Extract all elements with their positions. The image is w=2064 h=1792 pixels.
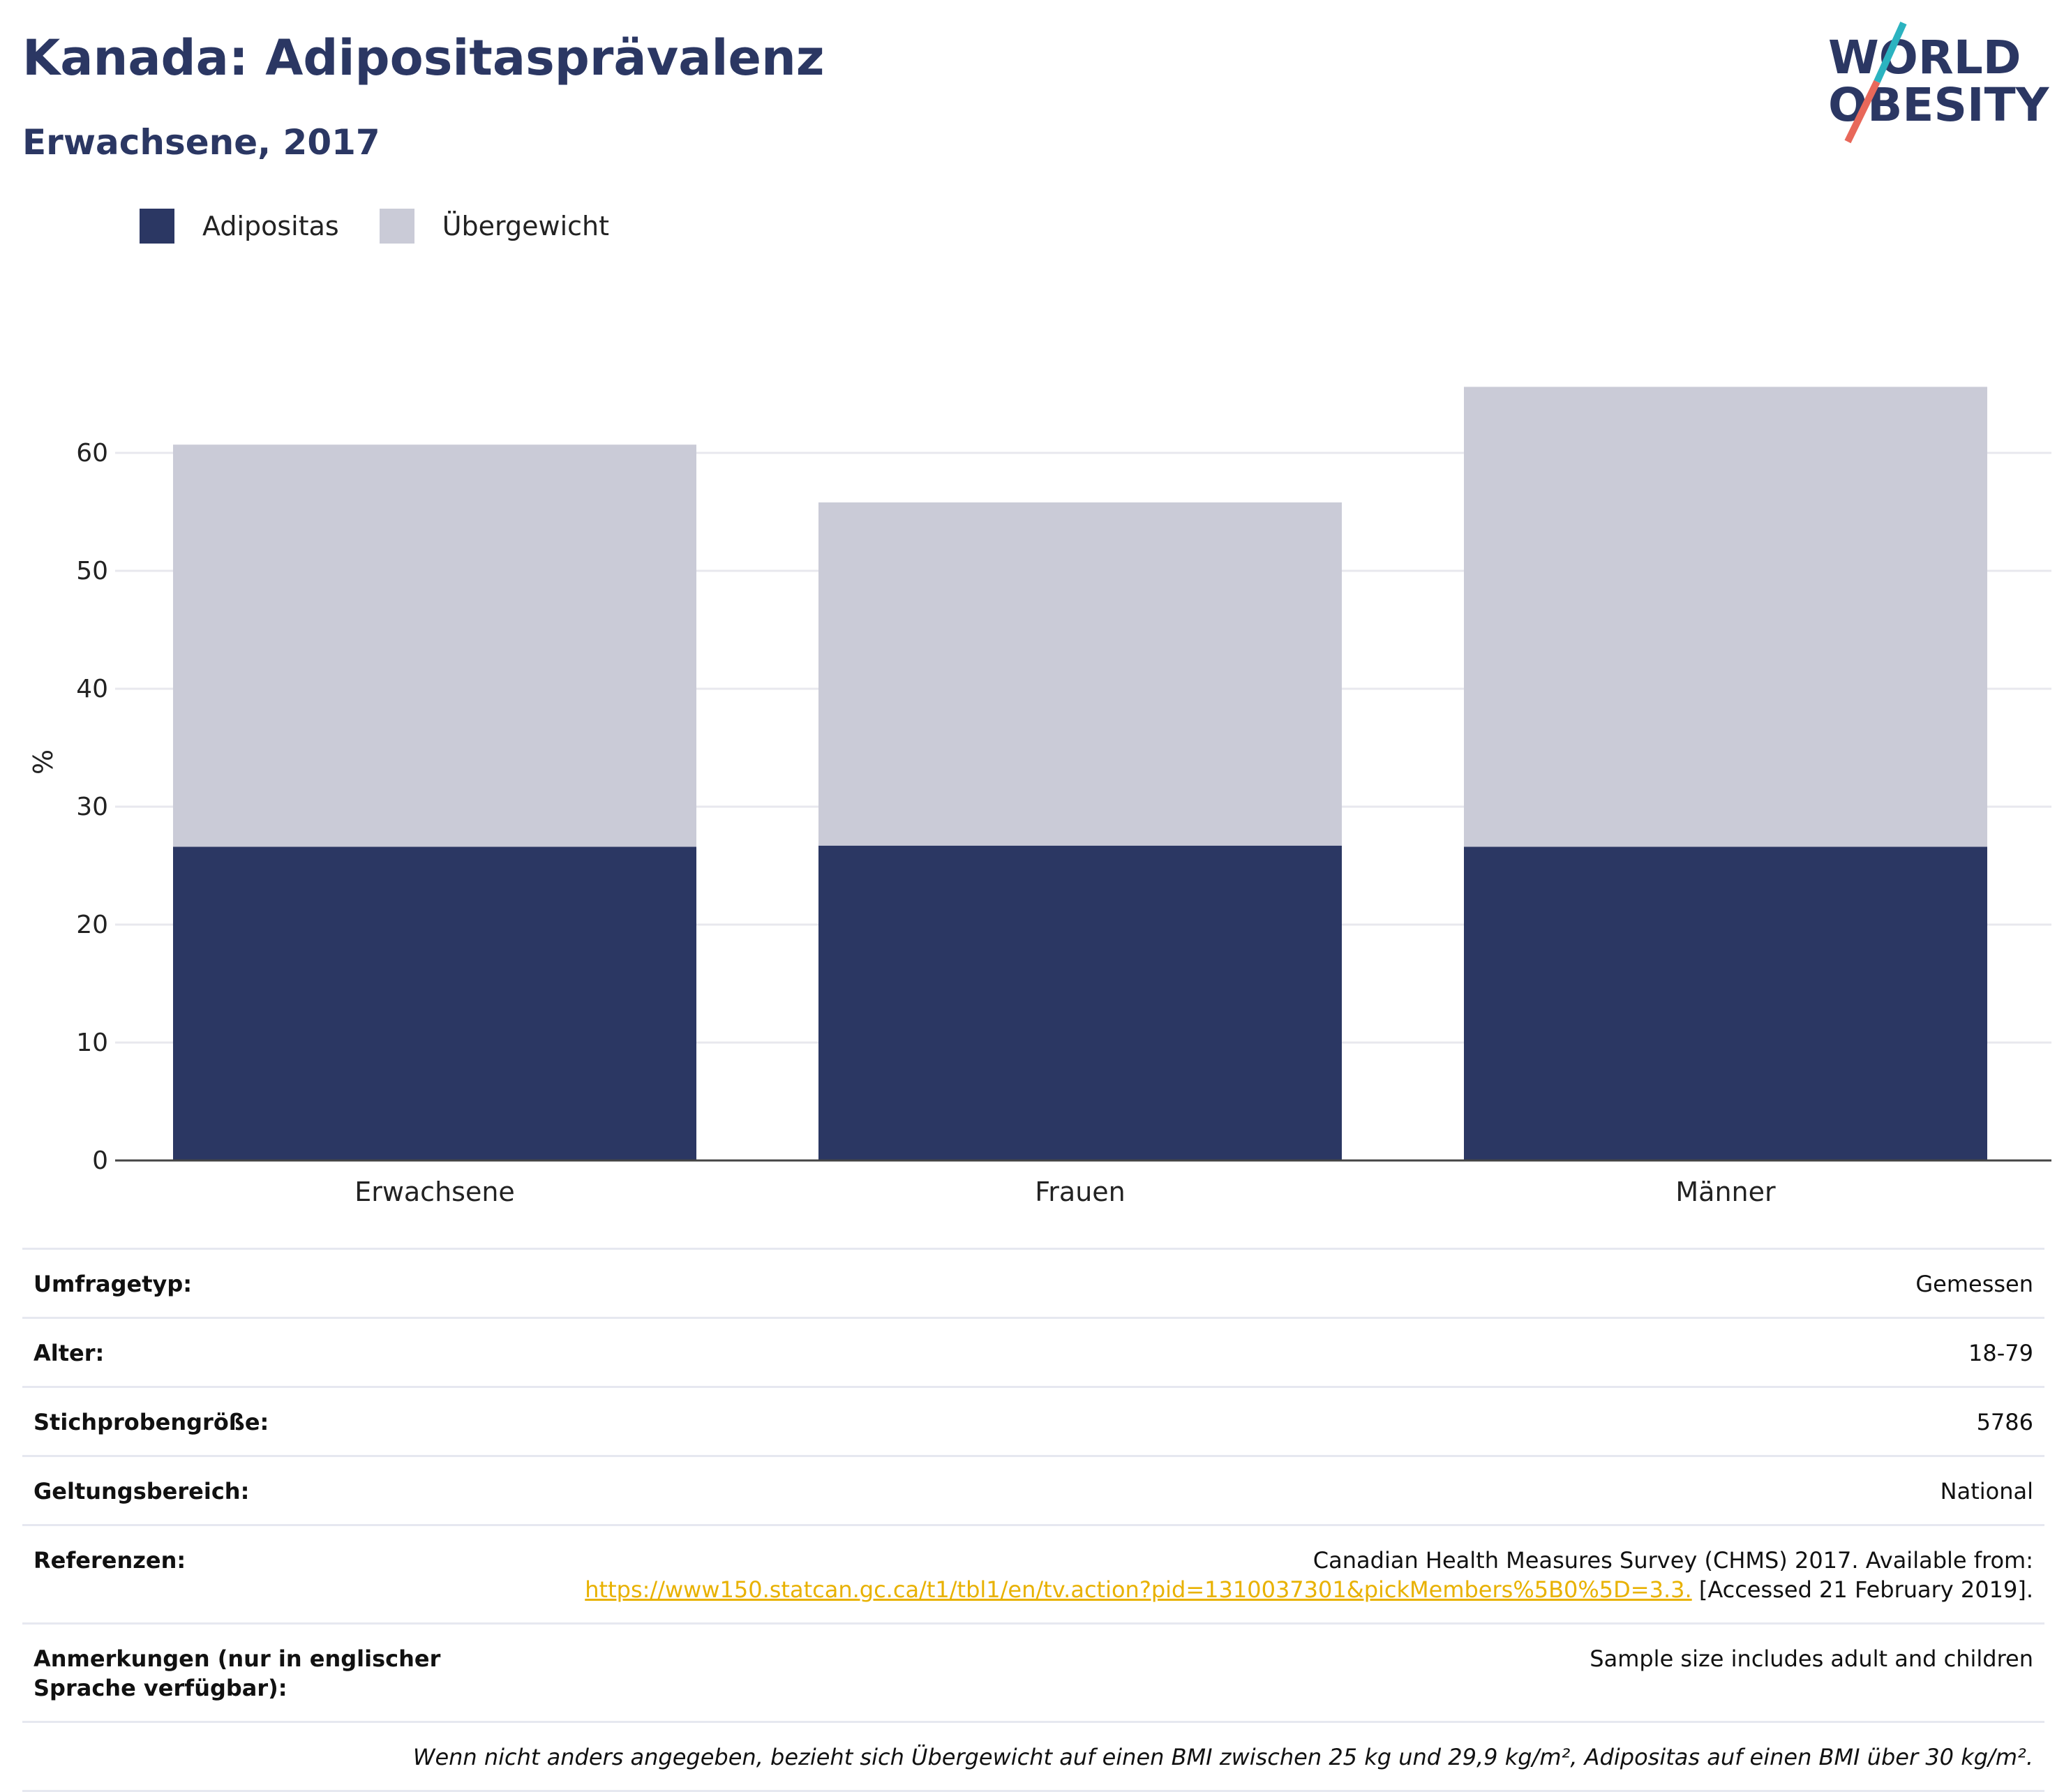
bar-adipositas-1 bbox=[818, 845, 1342, 1160]
legend-swatch-uebergewicht bbox=[379, 209, 414, 244]
stacked-bar-chart: 0 10 20 30 40 50 60 Erwachsene Frauen Männer % bbox=[28, 387, 2051, 1207]
info-row-scope: Geltungsbereich: National bbox=[22, 1455, 2044, 1525]
survey-type-value: Gemessen bbox=[533, 1248, 2044, 1318]
sample-size-value: 5786 bbox=[533, 1386, 2044, 1456]
y-axis-label: % bbox=[28, 749, 59, 775]
info-row-age: Alter: 18-79 bbox=[22, 1317, 2044, 1387]
survey-info-table: Umfragetyp: Gemessen Alter: 18-79 Stichp… bbox=[22, 1248, 2044, 1792]
bar-adipositas-2 bbox=[1464, 846, 1987, 1160]
bar-uebergewicht-2 bbox=[1464, 387, 1987, 847]
footnote: Wenn nicht anders angegeben, bezieht sic… bbox=[22, 1721, 2044, 1792]
y-tick-label-10: 10 bbox=[76, 1029, 108, 1057]
page-subtitle: Erwachsene, 2017 bbox=[22, 122, 380, 163]
info-row-notes: Anmerkungen (nur in englischer Sprache v… bbox=[22, 1622, 2044, 1722]
bar-layer bbox=[173, 387, 1987, 1160]
info-row-references: Referenzen: Canadian Health Measures Sur… bbox=[22, 1524, 2044, 1624]
age-label: Alter: bbox=[22, 1317, 533, 1387]
info-row-survey-type: Umfragetyp: Gemessen bbox=[22, 1248, 2044, 1318]
page-title: Kanada: Adipositasprävalenz bbox=[22, 29, 825, 87]
scope-label: Geltungsbereich: bbox=[22, 1455, 533, 1525]
world-obesity-logo: WORLD OBESITY bbox=[1828, 21, 2050, 144]
scope-value: National bbox=[533, 1455, 2044, 1525]
notes-label: Anmerkungen (nur in englischer Sprache v… bbox=[22, 1622, 533, 1722]
legend-item-adipositas[interactable]: Adipositas bbox=[140, 209, 339, 244]
logo-line2: OBESITY bbox=[1828, 78, 2050, 132]
y-tick-label-20: 20 bbox=[76, 911, 108, 939]
references-accessed: [Accessed 21 February 2019]. bbox=[1691, 1576, 2033, 1603]
y-tick-label-50: 50 bbox=[76, 557, 108, 585]
logo-slash-top bbox=[1874, 21, 1907, 84]
legend-swatch-adipositas bbox=[140, 209, 174, 244]
legend-label-uebergewicht: Übergewicht bbox=[442, 211, 609, 241]
x-tick-label-2: Männer bbox=[1675, 1177, 1776, 1207]
sample-size-label: Stichprobengröße: bbox=[22, 1386, 533, 1456]
references-label: Referenzen: bbox=[22, 1524, 533, 1624]
logo-slash-bottom bbox=[1844, 80, 1880, 144]
axis-layer: 0 10 20 30 40 50 60 Erwachsene Frauen Männer bbox=[76, 439, 2051, 1207]
x-tick-label-0: Erwachsene bbox=[354, 1177, 515, 1207]
info-row-sample-size: Stichprobengröße: 5786 bbox=[22, 1386, 2044, 1456]
y-tick-label-40: 40 bbox=[76, 675, 108, 703]
x-tick-label-1: Frauen bbox=[1035, 1177, 1126, 1207]
y-tick-label-0: 0 bbox=[92, 1147, 108, 1175]
legend-item-uebergewicht[interactable]: Übergewicht bbox=[379, 209, 609, 244]
y-tick-label-30: 30 bbox=[76, 793, 108, 821]
info-row-footnote: Wenn nicht anders angegeben, bezieht sic… bbox=[22, 1721, 2044, 1792]
age-value: 18-79 bbox=[533, 1317, 2044, 1387]
chart-legend: Adipositas Übergewicht bbox=[140, 207, 650, 246]
references-text: Canadian Health Measures Survey (CHMS) 2… bbox=[1313, 1547, 2033, 1574]
notes-value: Sample size includes adult and children bbox=[533, 1622, 2044, 1722]
y-tick-label-60: 60 bbox=[76, 439, 108, 468]
bar-adipositas-0 bbox=[173, 846, 696, 1160]
survey-type-label: Umfragetyp: bbox=[22, 1248, 533, 1318]
bar-uebergewicht-0 bbox=[173, 445, 696, 847]
references-link[interactable]: https://www150.statcan.gc.ca/t1/tbl1/en/… bbox=[585, 1576, 1692, 1603]
bar-uebergewicht-1 bbox=[818, 502, 1342, 846]
logo-line1: WORLD bbox=[1828, 31, 2021, 84]
legend-label-adipositas: Adipositas bbox=[202, 211, 339, 241]
references-value: Canadian Health Measures Survey (CHMS) 2… bbox=[533, 1524, 2044, 1624]
